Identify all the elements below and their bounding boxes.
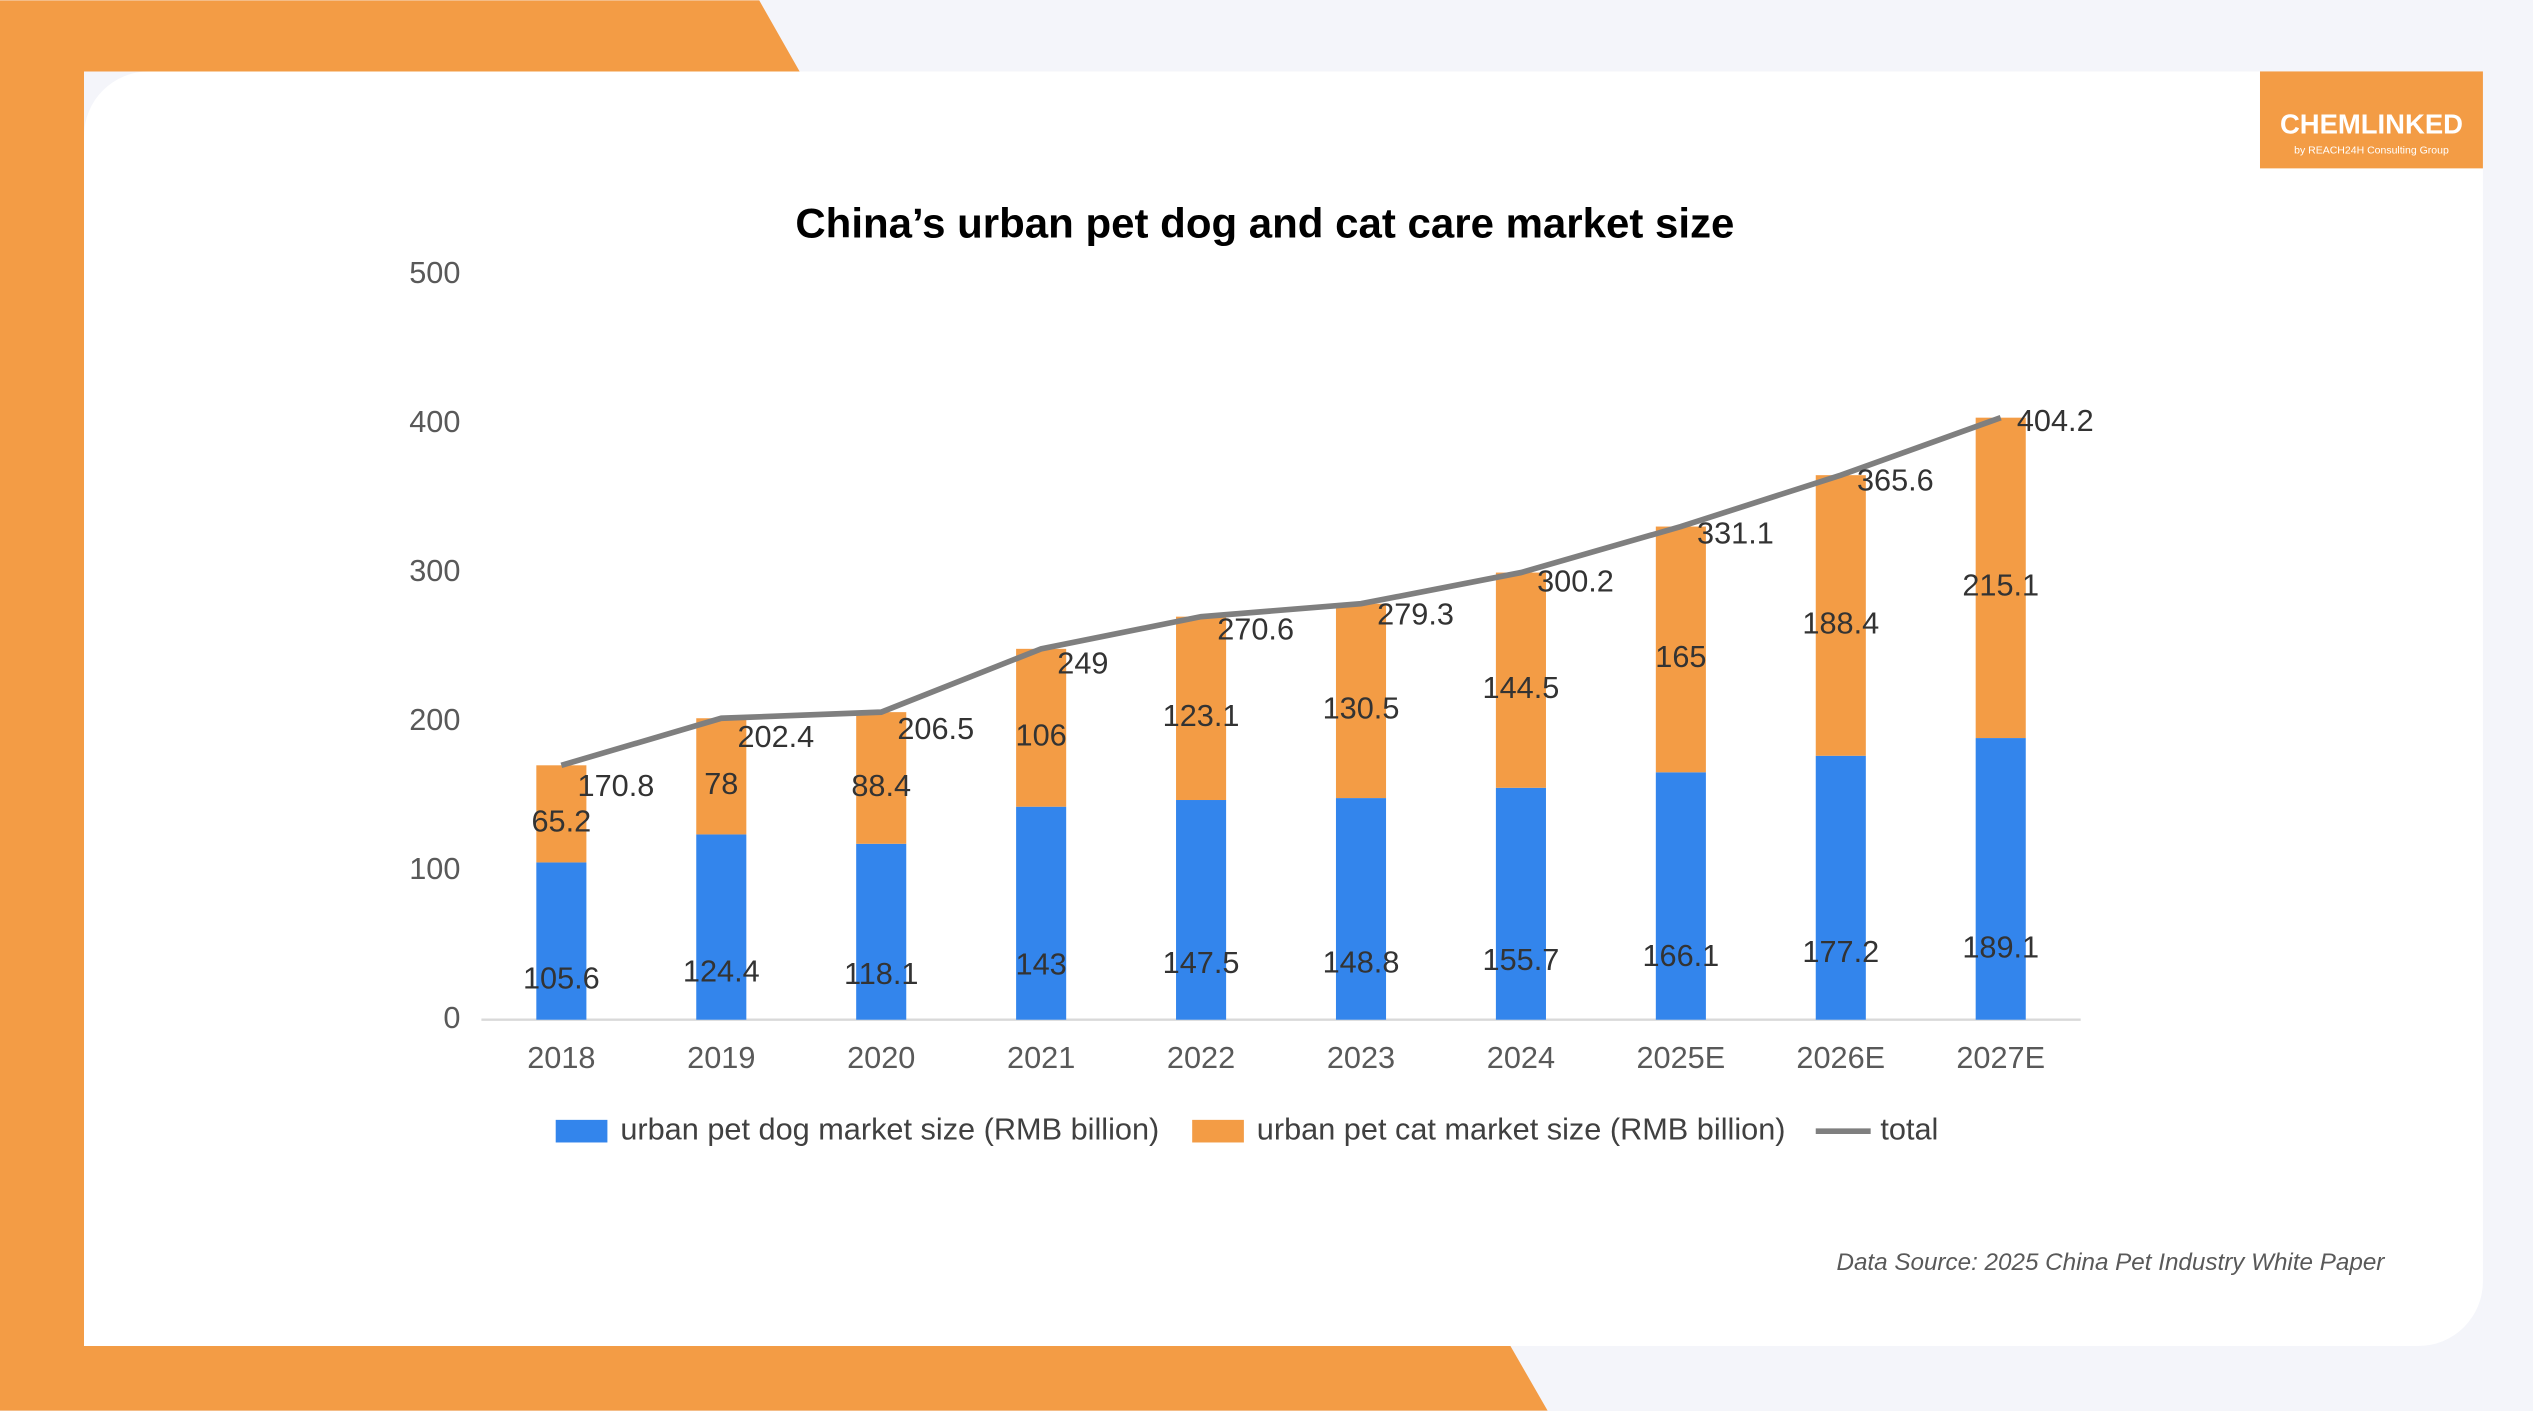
bar-segment: [1495, 572, 1546, 788]
bar-segment: [536, 765, 587, 863]
bar-segment: [856, 843, 907, 1020]
x-tick-label: 2026E: [1796, 1040, 1885, 1075]
y-tick-label: 100: [409, 851, 460, 886]
legend-swatch: [1192, 1119, 1244, 1143]
value-label: 105.6: [523, 960, 600, 995]
x-tick-label: 2018: [527, 1040, 595, 1075]
x-tick-label: 2021: [1007, 1040, 1075, 1075]
bar-segment: [1655, 772, 1706, 1020]
total-label: 279.3: [1377, 597, 1454, 632]
total-label: 202.4: [737, 719, 814, 754]
total-label: 331.1: [1697, 516, 1774, 551]
value-label: 124.4: [683, 953, 760, 988]
value-label: 155.7: [1483, 942, 1560, 977]
bar-segment: [536, 862, 587, 1020]
source-note: Data Source: 2025 China Pet Industry Whi…: [1836, 1249, 2385, 1276]
x-tick-label: 2022: [1167, 1040, 1235, 1075]
legend-label: total: [1880, 1111, 1938, 1146]
legend-label: urban pet dog market size (RMB billion): [620, 1111, 1159, 1146]
bar-segment: [1975, 417, 2026, 739]
bar-segment: [1176, 800, 1227, 1020]
y-tick-label: 200: [409, 702, 460, 737]
bar-segment: [1016, 648, 1067, 807]
logo-tagline: by REACH24H Consulting Group: [2294, 144, 2449, 156]
y-tick-label: 0: [443, 1000, 460, 1035]
value-label: 215.1: [1962, 568, 2039, 603]
legend-label: urban pet cat market size (RMB billion): [1257, 1111, 1786, 1146]
logo: CHEMLINKED by REACH24H Consulting Group: [2259, 71, 2483, 169]
value-label: 143: [1016, 947, 1067, 982]
chart-title: China’s urban pet dog and cat care marke…: [795, 200, 1734, 247]
total-label: 365.6: [1857, 462, 1934, 497]
x-tick-label: 2020: [847, 1040, 915, 1075]
value-label: 130.5: [1323, 691, 1400, 726]
x-tick-label: 2027E: [1956, 1040, 2045, 1075]
x-tick-label: 2023: [1327, 1040, 1395, 1075]
bar-segment: [1495, 787, 1546, 1020]
logo-name: CHEMLINKED: [2280, 109, 2463, 140]
value-label: 188.4: [1802, 605, 1879, 640]
bar-segment: [1655, 526, 1706, 773]
x-tick-label: 2019: [687, 1040, 755, 1075]
bar-segment: [696, 718, 747, 835]
x-tick-label: 2024: [1487, 1040, 1555, 1075]
bar-segment: [1815, 755, 1866, 1020]
value-label: 177.2: [1802, 934, 1879, 969]
logo-box: [2259, 71, 2483, 169]
value-label: 106: [1016, 718, 1067, 753]
value-label: 78: [704, 766, 738, 801]
value-label: 165: [1655, 639, 1706, 674]
legend-swatch: [555, 1119, 608, 1143]
total-label: 170.8: [578, 768, 655, 803]
value-label: 118.1: [844, 956, 919, 991]
value-label: 65.2: [531, 804, 591, 839]
x-tick-label: 2025E: [1636, 1040, 1725, 1075]
total-label: 404.2: [2017, 403, 2094, 438]
value-label: 166.1: [1642, 938, 1719, 973]
bar-segment: [1975, 738, 2026, 1020]
bar-segment: [1016, 806, 1067, 1020]
y-tick-label: 300: [409, 553, 460, 588]
value-label: 144.5: [1483, 670, 1560, 705]
bar-segment: [1335, 603, 1387, 799]
y-tick-label: 400: [409, 404, 460, 439]
total-label: 300.2: [1537, 564, 1614, 599]
value-label: 88.4: [851, 768, 911, 803]
value-label: 123.1: [1163, 698, 1240, 733]
value-label: 148.8: [1323, 944, 1400, 979]
y-tick-label: 500: [409, 255, 460, 290]
bar-segment: [1815, 475, 1866, 756]
bar-segment: [696, 834, 747, 1020]
total-label: 270.6: [1217, 612, 1294, 647]
value-label: 189.1: [1962, 929, 2039, 964]
panel: [84, 71, 2483, 1347]
total-label: 206.5: [897, 711, 974, 746]
bar-segment: [1176, 616, 1227, 801]
value-label: 147.5: [1163, 945, 1240, 980]
total-line: [560, 415, 2002, 769]
bar-segment: [856, 712, 907, 844]
bar-segment: [1335, 798, 1387, 1020]
total-label: 249: [1057, 646, 1108, 681]
